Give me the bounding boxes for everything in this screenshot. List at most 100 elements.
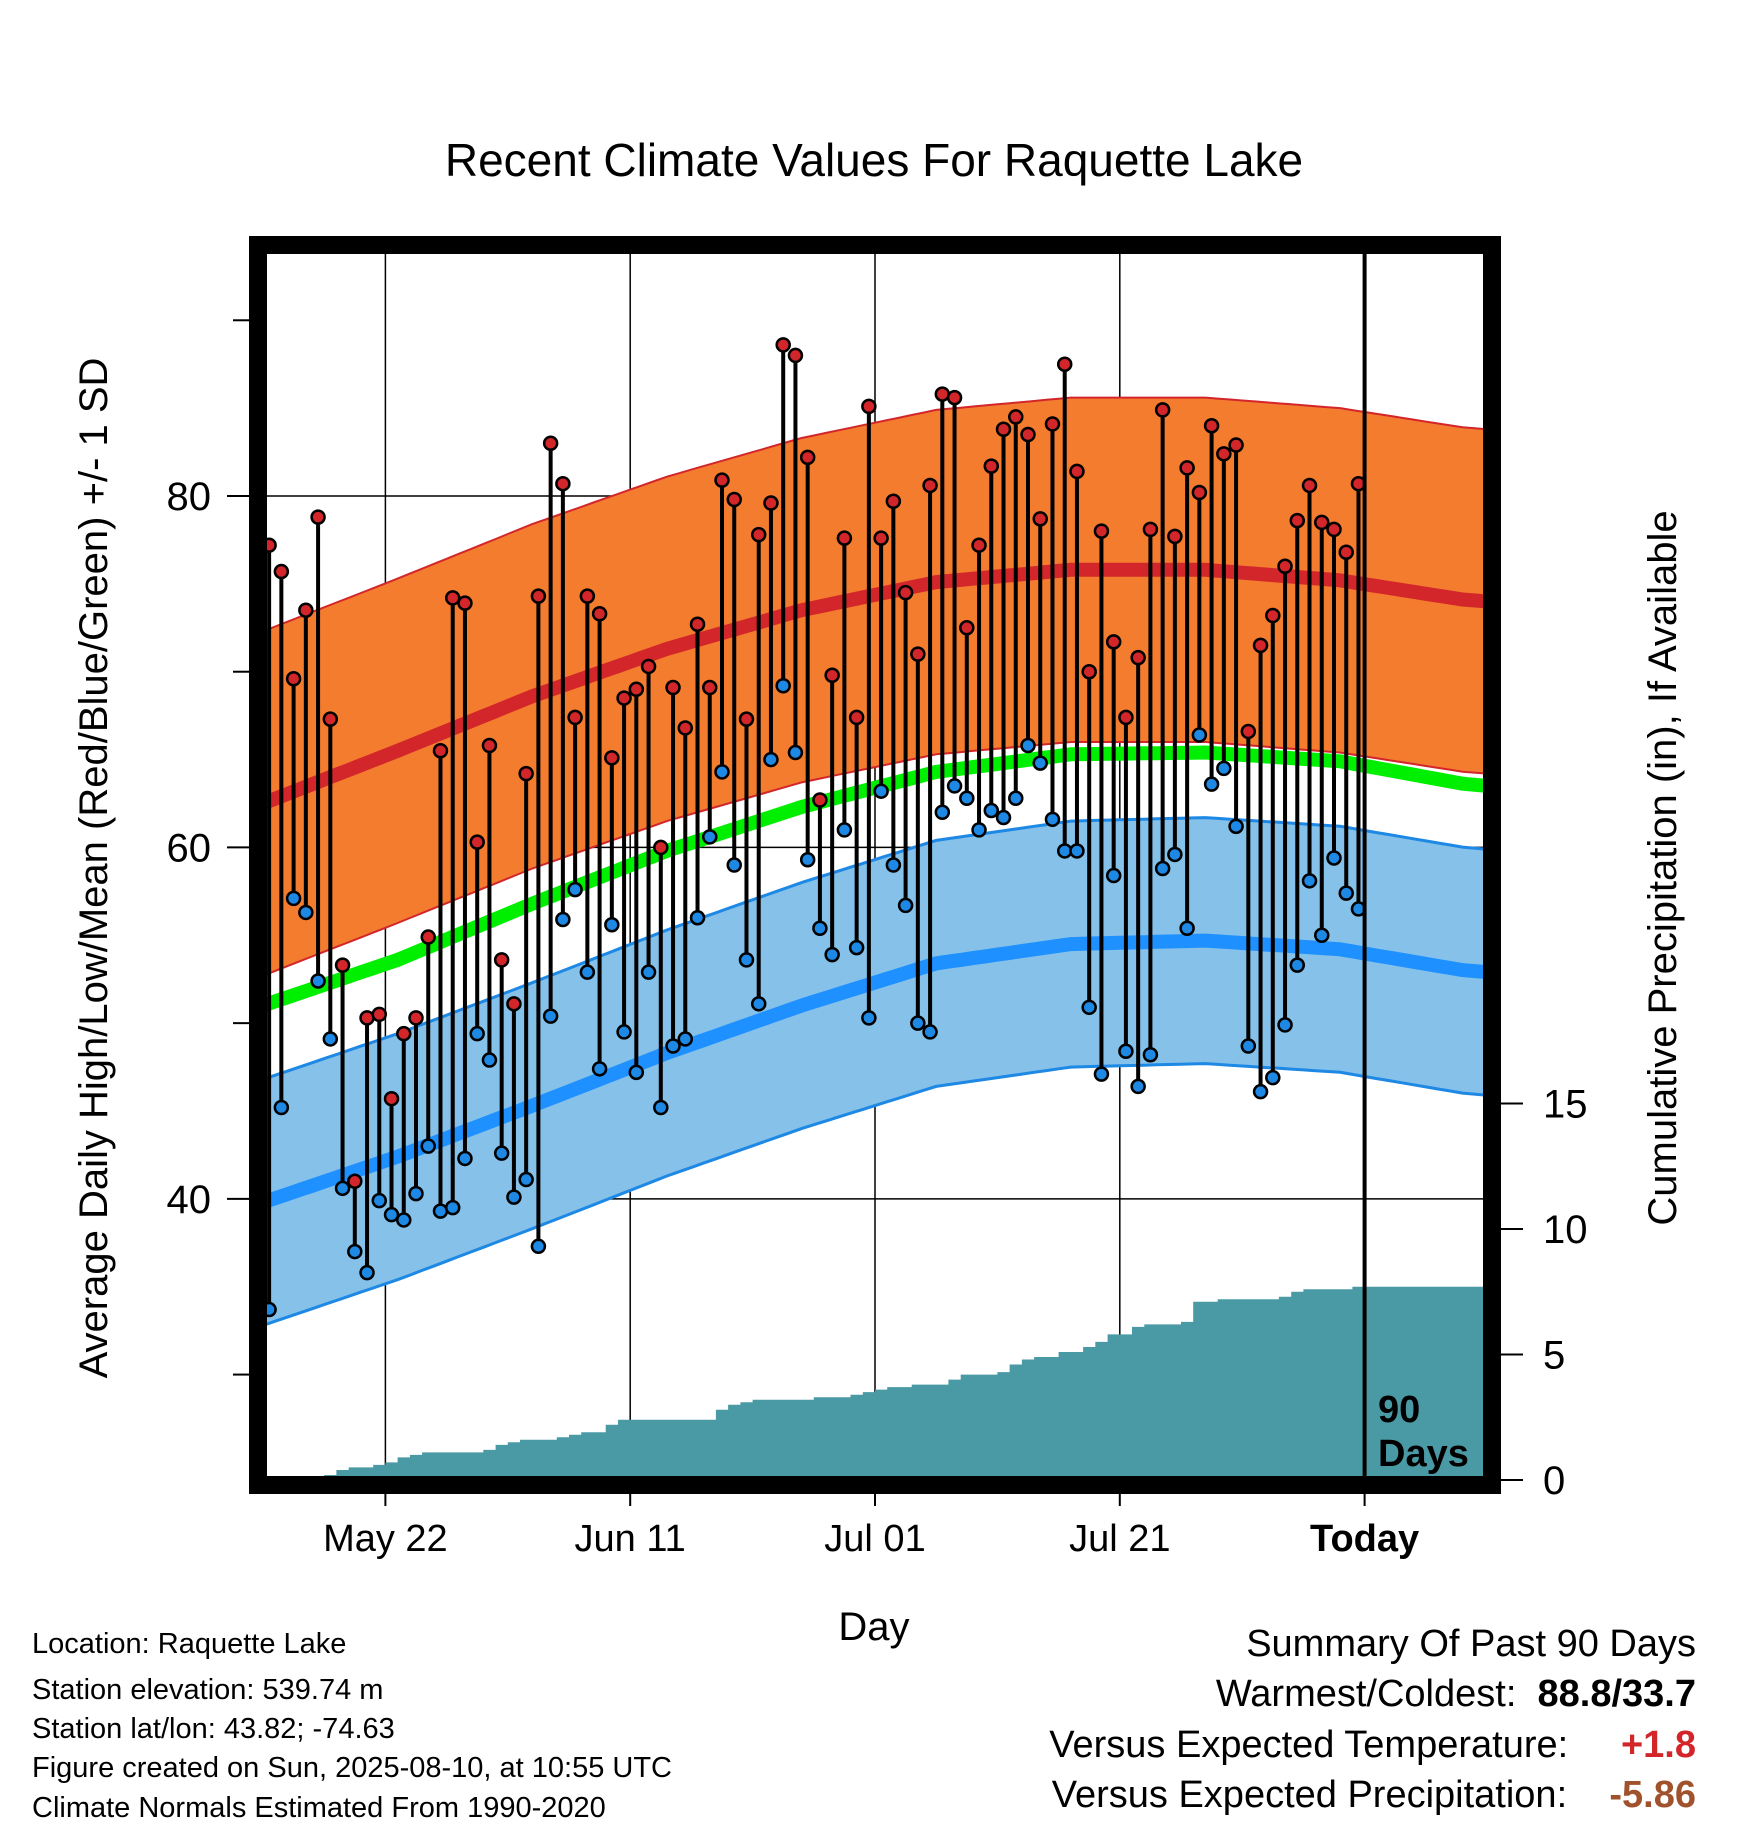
- daily-high-point: [1179, 460, 1195, 476]
- daily-high-point: [1252, 637, 1269, 654]
- daily-low-point: [824, 946, 840, 963]
- daily-low-point: [1289, 957, 1306, 973]
- daily-high-point: [640, 658, 657, 675]
- daily-high-point: [1130, 649, 1146, 666]
- daily-high-point: [983, 458, 1000, 474]
- daily-low-point: [1118, 1043, 1134, 1060]
- daily-high-point: [812, 792, 828, 808]
- warm-cold-label: Warmest/Coldest:: [1215, 1673, 1517, 1715]
- daily-high-point: [1044, 416, 1061, 432]
- daily-high-point: [310, 509, 326, 525]
- y2-tick-label: 5: [1543, 1333, 1565, 1377]
- daily-high-point: [750, 526, 767, 543]
- info-elevation: Station elevation: 539.74 m: [32, 1674, 384, 1706]
- daily-low-point: [542, 1008, 559, 1024]
- daily-high-point: [1277, 558, 1293, 575]
- daily-low-point: [995, 809, 1012, 826]
- daily-high-point: [1203, 417, 1220, 434]
- daily-low-point: [640, 964, 657, 980]
- y2-axis-label: Cumulative Precipitation (in), If Availa…: [1641, 510, 1685, 1225]
- daily-high-point: [1008, 409, 1024, 425]
- daily-high-point: [775, 337, 791, 353]
- daily-low-point: [665, 1038, 681, 1054]
- daily-low-point: [861, 1010, 877, 1026]
- daily-low-point: [1252, 1083, 1269, 1100]
- daily-low-point: [787, 744, 804, 761]
- daily-high-point: [1020, 426, 1036, 443]
- warm-cold-value: 88.8/33.7: [1537, 1673, 1696, 1715]
- info-created: Figure created on Sun, 2025-08-10, at 10…: [32, 1752, 672, 1784]
- info-latlon: Station lat/lon: 43.82; -74.63: [32, 1713, 395, 1745]
- daily-high-point: [897, 584, 914, 601]
- daily-low-point: [457, 1150, 473, 1167]
- daily-high-point: [1105, 634, 1122, 650]
- axes: May 22 Jun 11 Jul 01 Jul 21 Today 40 60 80 0 5 10 1…: [167, 319, 1588, 1560]
- info-location: Location: Raquette Lake: [32, 1628, 347, 1660]
- daily-low-point: [959, 790, 975, 806]
- daily-low-point: [653, 1099, 669, 1116]
- daily-low-point: [1277, 1017, 1293, 1033]
- daily-high-point: [1069, 463, 1085, 480]
- y2-tick-label: 10: [1543, 1208, 1588, 1252]
- daily-low-point: [910, 1015, 926, 1031]
- daily-high-point: [359, 1010, 375, 1026]
- daily-high-point: [1326, 521, 1342, 538]
- daily-low-point: [604, 916, 620, 933]
- y2-tick-label: 0: [1543, 1459, 1565, 1503]
- y-tick-label: 40: [167, 1178, 212, 1222]
- daily-low-point: [946, 778, 963, 794]
- daily-high-point: [787, 347, 804, 364]
- daily-low-point: [897, 897, 914, 914]
- x-tick-label: Jun 11: [575, 1518, 686, 1560]
- daily-high-point: [738, 711, 755, 727]
- daily-low-point: [1265, 1069, 1281, 1086]
- daily-high-point: [481, 737, 498, 754]
- daily-high-point: [469, 834, 485, 850]
- daily-low-point: [1203, 776, 1220, 792]
- plot-frame: [249, 236, 1501, 1494]
- y-tick-label: 80: [167, 475, 212, 519]
- daily-low-point: [1093, 1066, 1110, 1082]
- chart-title: Recent Climate Values For Raquette Lake: [445, 134, 1303, 186]
- daily-high-point: [396, 1025, 412, 1042]
- daily-low-point: [799, 851, 816, 868]
- plot-area: [263, 250, 1487, 1480]
- daily-low-point: [298, 904, 314, 921]
- daily-high-point: [530, 588, 547, 604]
- daily-low-point: [1130, 1078, 1146, 1095]
- daily-high-point: [726, 491, 742, 508]
- x-tick-label: May 22: [323, 1518, 448, 1560]
- daily-low-point: [1044, 811, 1061, 828]
- daily-high-point: [1142, 521, 1159, 538]
- daily-low-point: [322, 1031, 339, 1047]
- daily-low-point: [1179, 920, 1195, 937]
- daily-low-point: [1020, 737, 1036, 754]
- summary-title: Summary Of Past 90 Days: [1246, 1623, 1696, 1665]
- daily-low-point: [1008, 790, 1024, 806]
- daily-low-point: [555, 911, 571, 928]
- daily-low-point: [1167, 846, 1183, 863]
- daily-high-point: [714, 472, 730, 488]
- daily-high-point: [1338, 544, 1354, 560]
- precip-area: [263, 1286, 1487, 1480]
- daily-low-point: [1240, 1038, 1257, 1054]
- summary-precip: Versus Expected Precipitation: -5.86: [1052, 1776, 1696, 1814]
- daily-high-point: [555, 475, 571, 492]
- daily-high-point: [910, 646, 926, 662]
- daily-high-point: [946, 389, 963, 406]
- daily-low-point: [689, 909, 706, 926]
- daily-high-point: [334, 957, 351, 973]
- daily-high-point: [1191, 484, 1208, 501]
- daily-high-point: [285, 670, 302, 687]
- daily-low-point: [1314, 927, 1330, 944]
- daily-low-point: [506, 1189, 522, 1205]
- daily-low-point: [1105, 867, 1122, 884]
- temp-value: +1.8: [1620, 1724, 1696, 1766]
- daily-low-point: [1142, 1047, 1159, 1063]
- daily-low-point: [396, 1212, 412, 1228]
- daily-high-point: [591, 605, 608, 622]
- daily-low-point: [273, 1099, 290, 1116]
- daily-low-point: [469, 1025, 485, 1042]
- daily-high-point: [1118, 709, 1134, 726]
